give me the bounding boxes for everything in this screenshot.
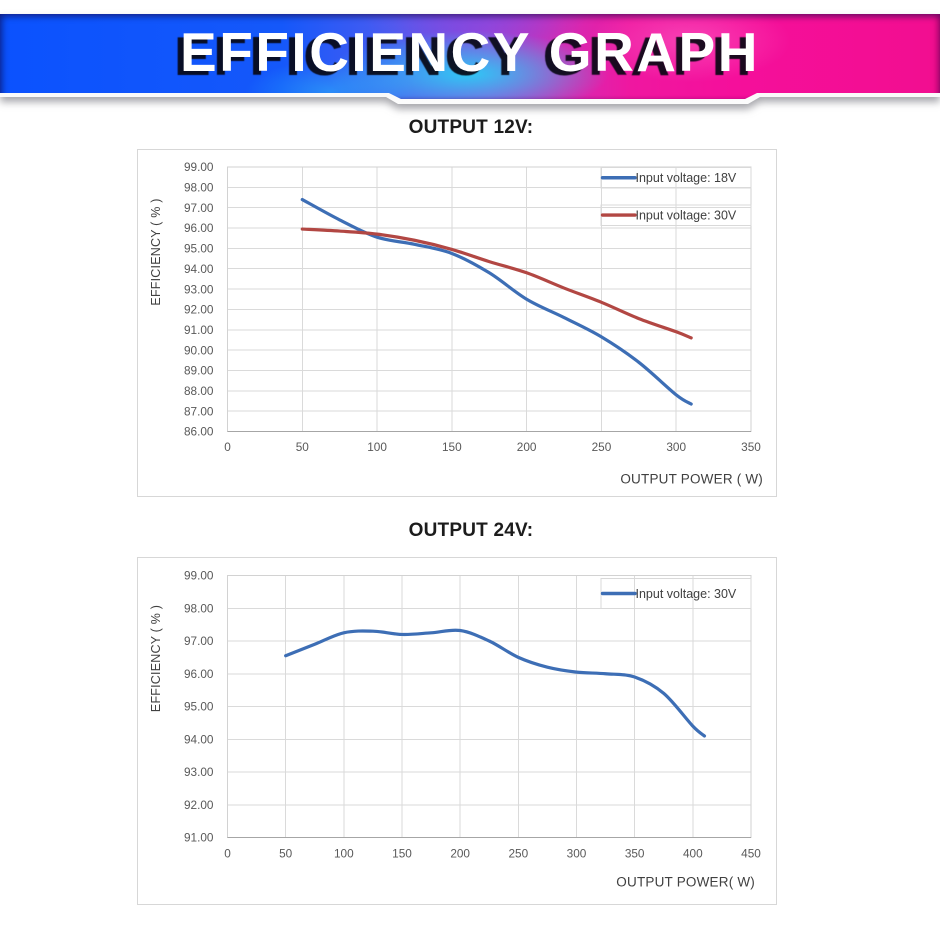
y-tick-label: 96.00 bbox=[184, 667, 214, 681]
y-tick-label: 98.00 bbox=[184, 181, 214, 195]
y-tick-label: 98.00 bbox=[184, 601, 214, 615]
x-tick-label: 100 bbox=[334, 847, 354, 861]
x-tick-label: 250 bbox=[592, 440, 612, 454]
x-tick-label: 200 bbox=[517, 440, 537, 454]
y-tick-label: 95.00 bbox=[184, 700, 214, 714]
x-tick-label: 300 bbox=[567, 847, 587, 861]
gridlines bbox=[227, 575, 752, 838]
y-tick-label: 91.00 bbox=[184, 323, 214, 337]
legend: Input voltage: 18V Input voltage: 30V bbox=[600, 167, 752, 226]
x-tick-label: 50 bbox=[296, 440, 310, 454]
y-tick-label: 93.00 bbox=[184, 765, 214, 779]
x-tick-label: 0 bbox=[224, 440, 231, 454]
y-tick-label: 90.00 bbox=[184, 343, 214, 357]
x-tick-label: 100 bbox=[367, 440, 387, 454]
chart1-title: OUTPUT 12V: bbox=[408, 117, 534, 138]
y-tick-label: 99.00 bbox=[184, 160, 214, 174]
x-axis-title: OUTPUT POWER ( W) bbox=[620, 472, 763, 487]
legend-label: Input voltage: 30V bbox=[636, 208, 737, 222]
y-tick-label: 89.00 bbox=[184, 364, 214, 378]
y-tick-label: 94.00 bbox=[184, 732, 214, 746]
x-tick-label: 0 bbox=[224, 847, 231, 861]
y-tick-label: 94.00 bbox=[184, 262, 214, 276]
header-banner: EFFICIENCY GRAPH bbox=[0, 14, 940, 124]
x-tick-label: 150 bbox=[442, 440, 462, 454]
y-tick-label: 96.00 bbox=[184, 221, 214, 235]
legend-label: Input voltage: 30V bbox=[636, 587, 737, 601]
x-tick-label: 300 bbox=[666, 440, 686, 454]
legend-label: Input voltage: 18V bbox=[636, 171, 737, 185]
y-axis-title: EFFICIENCY ( % ) bbox=[149, 605, 163, 712]
y-tick-label: 86.00 bbox=[184, 425, 214, 439]
x-tick-label: 150 bbox=[392, 847, 412, 861]
x-tick-label: 350 bbox=[741, 440, 761, 454]
chart2-title: OUTPUT 24V: bbox=[408, 520, 534, 541]
x-tick-label: 50 bbox=[279, 847, 293, 861]
y-tick-label: 97.00 bbox=[184, 201, 214, 215]
y-tick-label: 91.00 bbox=[184, 831, 214, 845]
y-tick-label: 99.00 bbox=[184, 569, 214, 583]
x-tick-label: 200 bbox=[450, 847, 470, 861]
x-tick-label: 250 bbox=[508, 847, 528, 861]
chart2-card: 99.00 98.00 97.00 96.00 95.00 94.00 93.00 92.00… bbox=[137, 557, 777, 905]
y-tick-label: 92.00 bbox=[184, 303, 214, 317]
x-tick-label: 450 bbox=[741, 847, 761, 861]
chart-svg-1: 99.00 98.00 97.00 96.00 95.00 94.00 93.00 92.00… bbox=[149, 160, 763, 487]
chart-svg-2: 99.00 98.00 97.00 96.00 95.00 94.00 93.00 92.00… bbox=[149, 569, 761, 890]
series-line-2 bbox=[300, 227, 693, 340]
y-axis-title: EFFICIENCY ( % ) bbox=[149, 198, 163, 305]
chart1-card: 99.00 98.00 97.00 96.00 95.00 94.00 93.00 92.00… bbox=[137, 149, 777, 497]
legend: Input voltage: 30V bbox=[600, 578, 752, 609]
y-tick-label: 88.00 bbox=[184, 384, 214, 398]
x-tick-label: 350 bbox=[625, 847, 645, 861]
banner-background: EFFICIENCY GRAPH bbox=[0, 14, 940, 99]
y-tick-label: 87.00 bbox=[184, 404, 214, 418]
y-tick-label: 93.00 bbox=[184, 282, 214, 296]
x-axis-title: OUTPUT POWER( W) bbox=[616, 875, 755, 890]
y-tick-label: 97.00 bbox=[184, 634, 214, 648]
y-tick-label: 92.00 bbox=[184, 798, 214, 812]
series-line-1 bbox=[300, 197, 693, 406]
y-tick-label: 95.00 bbox=[184, 242, 214, 256]
x-tick-label: 400 bbox=[683, 847, 703, 861]
series-line-1 bbox=[284, 628, 707, 738]
page-title: EFFICIENCY GRAPH bbox=[180, 20, 760, 83]
